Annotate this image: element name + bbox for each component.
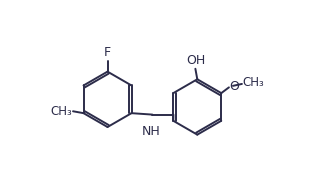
Text: OH: OH (186, 54, 205, 67)
Text: NH: NH (142, 125, 161, 138)
Text: O: O (230, 80, 239, 93)
Text: CH₃: CH₃ (242, 76, 264, 90)
Text: CH₃: CH₃ (50, 105, 72, 118)
Text: F: F (104, 46, 111, 59)
